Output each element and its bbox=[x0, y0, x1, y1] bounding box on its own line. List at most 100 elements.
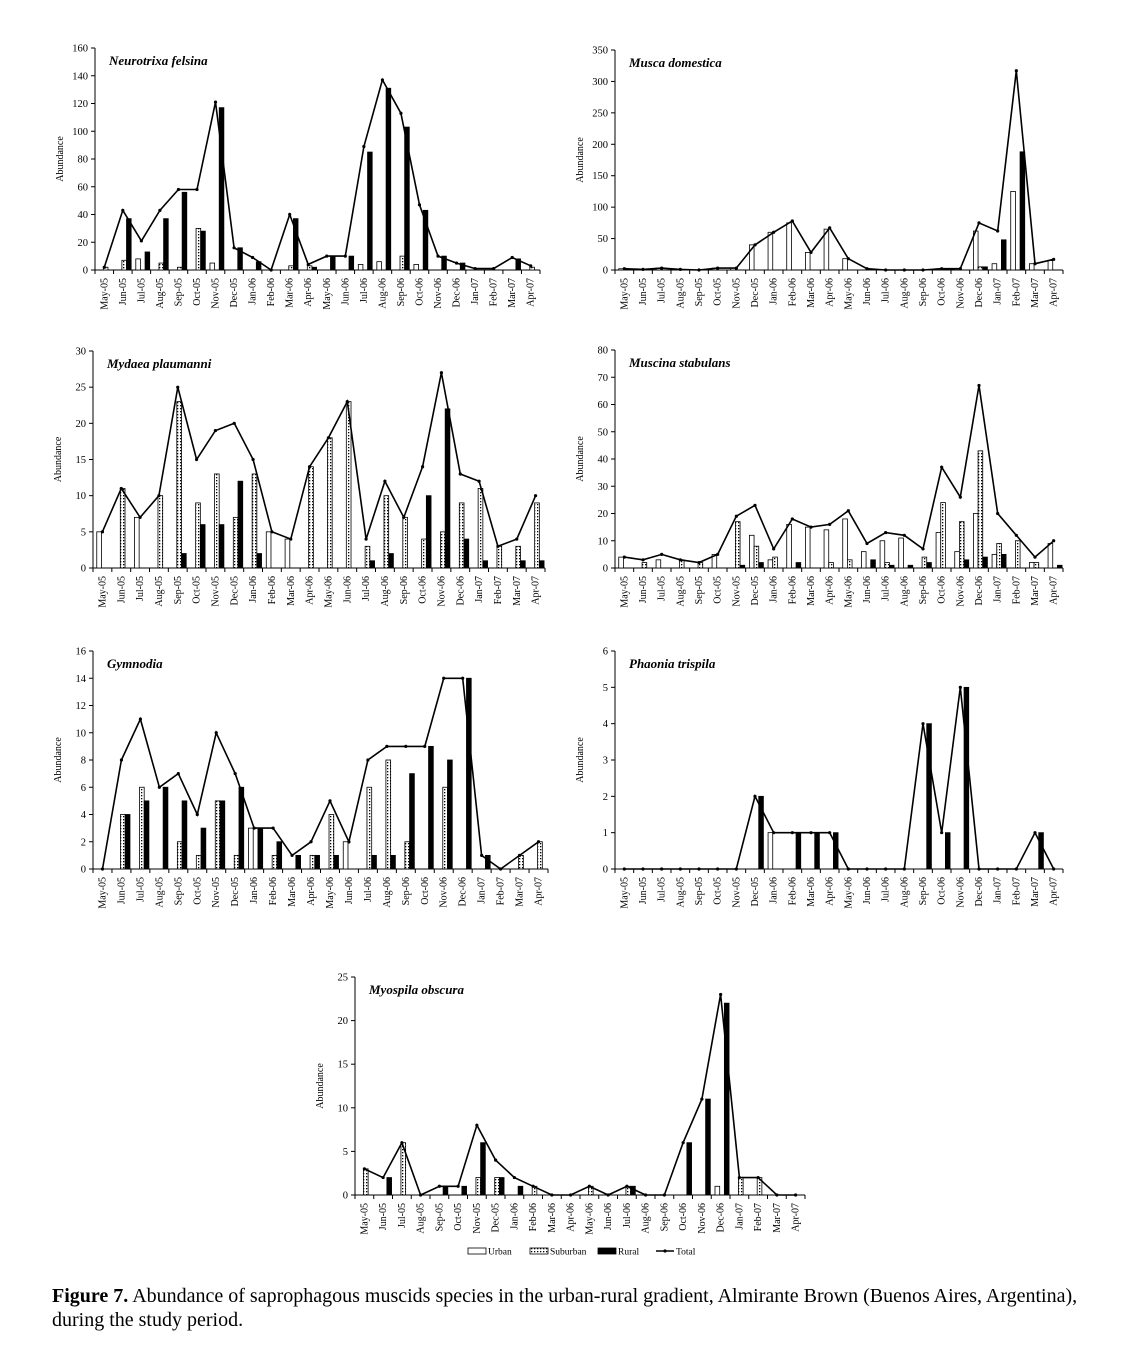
total-point bbox=[496, 544, 500, 548]
bar-urban bbox=[284, 538, 291, 569]
bar-rural bbox=[333, 854, 339, 870]
x-tick-label: Sep-06 bbox=[918, 278, 929, 306]
y-tick-label: 120 bbox=[72, 99, 88, 110]
total-point bbox=[678, 867, 682, 871]
bar-suburban bbox=[306, 265, 313, 271]
x-tick-label: Apr-06 bbox=[566, 1203, 577, 1232]
bar-rural bbox=[181, 553, 187, 569]
bar-urban bbox=[842, 518, 848, 569]
x-tick-label: Jul-05 bbox=[657, 278, 668, 303]
bar-suburban bbox=[119, 488, 126, 569]
x-tick-label: Sep-05 bbox=[694, 877, 705, 905]
total-point bbox=[456, 1184, 460, 1188]
y-tick-label: 0 bbox=[83, 266, 88, 277]
x-tick-label: Aug-06 bbox=[380, 576, 391, 607]
bar-suburban bbox=[977, 266, 984, 271]
y-tick-label: 20 bbox=[338, 1016, 349, 1027]
total-point bbox=[662, 1193, 666, 1197]
total-point bbox=[569, 1193, 573, 1197]
total-point bbox=[138, 717, 142, 721]
x-tick-label: Aug-06 bbox=[899, 576, 910, 607]
x-tick-label: Feb-06 bbox=[787, 576, 798, 604]
bar-suburban bbox=[214, 800, 221, 870]
chart-muscina-stabulans: 0 10 20 30 40 50 60 70 80 Abundance Muscina stabul… bbox=[575, 346, 1064, 608]
y-tick-label: 4 bbox=[603, 719, 609, 730]
y-axis-title: Abundance bbox=[575, 436, 586, 482]
y-tick-label: 350 bbox=[592, 46, 608, 57]
x-tick-label: Sep-06 bbox=[396, 278, 407, 306]
total-point bbox=[436, 254, 440, 258]
total-point bbox=[977, 383, 981, 388]
total-point bbox=[719, 992, 723, 997]
bar-urban bbox=[767, 832, 774, 870]
y-tick-label: 10 bbox=[338, 1103, 349, 1114]
total-point bbox=[383, 479, 387, 483]
total-point bbox=[697, 867, 701, 871]
total-point bbox=[1014, 867, 1018, 871]
total-point bbox=[865, 267, 869, 271]
x-tick-label: Jun-05 bbox=[638, 576, 649, 603]
bar-suburban bbox=[176, 401, 182, 569]
x-tick-label: Feb-06 bbox=[268, 877, 279, 905]
bar-suburban bbox=[195, 854, 202, 870]
bar-suburban bbox=[157, 495, 164, 569]
x-tick-label: Oct-06 bbox=[418, 576, 429, 604]
y-tick-label: 12 bbox=[76, 701, 87, 712]
bar-suburban bbox=[977, 450, 984, 569]
total-point bbox=[734, 266, 738, 270]
bar-rural bbox=[163, 218, 169, 271]
x-tick-label: May-05 bbox=[619, 576, 630, 608]
x-tick-label: Jul-06 bbox=[359, 278, 370, 303]
total-point bbox=[772, 547, 776, 551]
bar-rural bbox=[371, 854, 377, 870]
x-tick-label: Feb-07 bbox=[1011, 278, 1022, 306]
bar-rural bbox=[459, 262, 466, 271]
x-tick-label: Dec-05 bbox=[229, 278, 240, 307]
chart-title: Neurotrixa felsina bbox=[108, 53, 208, 68]
total-point bbox=[884, 867, 888, 871]
total-point bbox=[625, 1184, 629, 1188]
bar-rural bbox=[422, 209, 429, 271]
total-point bbox=[940, 267, 944, 271]
y-axis-title: Abundance bbox=[53, 737, 64, 783]
total-point bbox=[454, 261, 459, 265]
x-tick-label: Jan-06 bbox=[248, 576, 259, 603]
bar-suburban bbox=[195, 227, 202, 271]
x-tick-label: Apr-07 bbox=[526, 278, 537, 307]
x-tick-label: Sep-05 bbox=[434, 1203, 445, 1231]
total-point bbox=[641, 867, 645, 871]
total-point bbox=[606, 1193, 610, 1197]
total-point bbox=[641, 267, 645, 271]
x-tick-label: Jan-07 bbox=[993, 278, 1004, 305]
total-point bbox=[996, 229, 1000, 233]
x-tick-label: Apr-06 bbox=[825, 877, 836, 906]
total-point bbox=[380, 78, 384, 82]
x-tick-label: Sep-05 bbox=[694, 278, 705, 306]
bar-suburban bbox=[1015, 540, 1021, 569]
bar-rural bbox=[463, 538, 470, 569]
x-tick-label: Jun-06 bbox=[340, 278, 351, 305]
total-point bbox=[347, 840, 351, 844]
total-point bbox=[660, 266, 664, 270]
x-tick-label: Nov-05 bbox=[472, 1203, 483, 1234]
total-point bbox=[940, 465, 944, 469]
x-tick-label: Aug-05 bbox=[155, 278, 166, 309]
x-tick-label: Feb-06 bbox=[528, 1203, 539, 1231]
x-tick-label: Aug-06 bbox=[641, 1203, 652, 1234]
total-point bbox=[794, 1193, 798, 1197]
y-tick-label: 5 bbox=[343, 1147, 348, 1158]
legend-label: Rural bbox=[618, 1248, 639, 1258]
total-point bbox=[828, 522, 832, 527]
total-point bbox=[100, 867, 105, 871]
x-tick-label: Jul-06 bbox=[361, 576, 372, 601]
bar-rural bbox=[485, 854, 491, 870]
x-tick-label: Jan-07 bbox=[993, 877, 1004, 904]
y-tick-label: 10 bbox=[598, 536, 609, 547]
total-point bbox=[958, 495, 962, 499]
bar-suburban bbox=[404, 841, 411, 870]
bar-rural bbox=[758, 795, 764, 870]
bar-rural bbox=[237, 480, 244, 569]
bar-rural bbox=[963, 686, 970, 870]
total-point bbox=[622, 867, 626, 871]
bar-suburban bbox=[399, 255, 406, 271]
